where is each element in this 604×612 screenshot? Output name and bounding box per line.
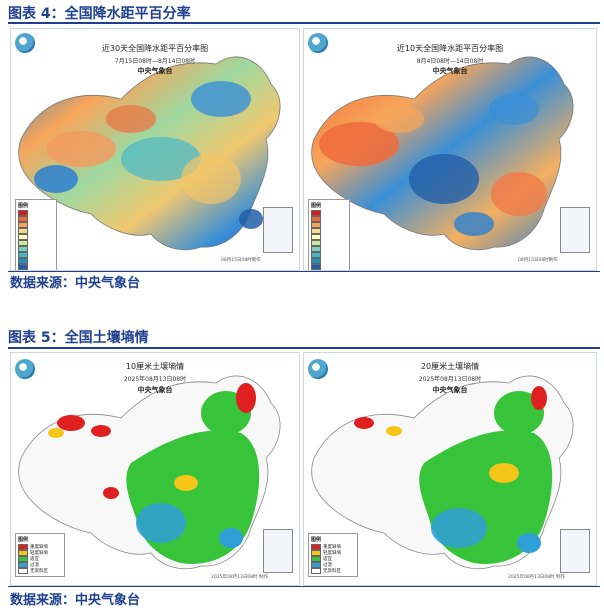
legend-item-label: 重度缺墒 [323,545,341,550]
south-china-sea-inset [560,207,590,253]
cma-logo [15,359,35,379]
map-title: 10厘米土壤墒情 [125,362,185,371]
precip-anomaly-10day-map: 近10天全国降水距平百分率图 8月4日08时—14日08时 中央气象台 图例 0… [303,28,597,271]
legend-swatch [18,234,54,240]
precip-anomaly-30day-map: 近30天全国降水距平百分率图 7月15日08时—8月14日08时 中央气象台 图… [10,28,300,271]
legend-title: 图例 [18,203,29,209]
cma-logo [308,359,328,379]
legend-swatch [18,264,54,270]
cma-logo [15,33,35,53]
legend-item: 轻度缺墒 [311,550,355,556]
legend-swatch [18,246,54,252]
legend-item-label: 适宜 [30,557,39,562]
legend-swatch [311,216,347,222]
legend-title: 图例 [18,537,29,543]
map-footnote: 2025年08月13日08时 制作 [211,575,269,580]
map-legend: 图例 [15,199,57,270]
figure-5-top-rule [8,347,600,349]
china-map-shape [311,56,574,251]
map-title: 近30天全国降水距平百分率图 [101,44,209,53]
map-legend: 图例 重度缺墒 轻度缺墒 适宜 过湿 无资料区 [15,533,65,577]
cma-logo [308,33,328,53]
map-footnote: 08月15日08时制作 [518,258,558,263]
legend-rows: 重度缺墒 轻度缺墒 适宜 过湿 无资料区 [18,544,62,574]
legend-title: 图例 [311,203,322,209]
legend-item: 适宜 [18,556,62,562]
legend-item-label: 轻度缺墒 [30,551,48,556]
legend-swatch [18,252,54,258]
map-subtitle: 7月15日08时—8月14日08时 [114,58,196,65]
legend-swatch [311,234,347,240]
south-china-sea-inset [263,207,293,253]
legend-swatch [311,222,347,228]
legend-swatch [311,264,347,270]
figure-5-source: 数据来源：中央气象台 [10,593,141,608]
legend-item-label: 重度缺墒 [30,545,48,550]
legend-item-label: 适宜 [323,557,332,562]
south-china-sea-inset [263,529,293,573]
map-footnote: 2025年08月13日08时 制作 [508,575,566,580]
legend-rows: 重度缺墒 轻度缺墒 适宜 过湿 无资料区 [311,544,355,574]
legend-item: 无资料区 [311,568,355,574]
figure-5-title: 图表 5：全国土壤墒情 [8,330,149,346]
legend-item: 过湿 [311,562,355,568]
legend-item: 无资料区 [18,568,62,574]
figure-4-bottom-rule [8,271,600,272]
legend-swatch [311,210,347,216]
map-legend: 图例 [308,199,350,270]
legend-swatches [18,210,54,270]
legend-swatch [18,222,54,228]
map-org: 中央气象台 [432,386,468,394]
legend-item-label: 轻度缺墒 [323,551,341,556]
figure-4-top-rule [8,22,600,24]
legend-item: 过湿 [18,562,62,568]
map-subtitle: 2025年08月13日08时 [123,376,187,383]
legend-swatch [311,228,347,234]
legend-item: 重度缺墒 [18,544,62,550]
figure-4-source: 数据来源：中央气象台 [10,276,141,291]
china-map-shape [18,375,281,570]
legend-item-label: 无资料区 [323,569,341,574]
legend-item-label: 无资料区 [30,569,48,574]
map-org: 中央气象台 [137,67,173,75]
legend-swatch [18,228,54,234]
map-footnote: 08月15日08时制作 [221,258,261,263]
legend-item: 重度缺墒 [311,544,355,550]
legend-item-label: 过湿 [30,563,39,568]
legend-item-label: 过湿 [323,563,332,568]
figure-5-bottom-rule [8,586,600,587]
map-subtitle: 2025年08月13日08时 [418,376,482,383]
map-title: 20厘米土壤墒情 [420,362,480,371]
soil-moisture-20cm-map: 20厘米土壤墒情 2025年08月13日08时 中央气象台 图例 重度缺墒 轻度缺… [303,352,597,586]
legend-swatch [311,258,347,264]
soil-moisture-10cm-map: 10厘米土壤墒情 2025年08月13日08时 中央气象台 图例 重度缺墒 轻度缺… [10,352,300,586]
china-map-shape [311,375,574,570]
legend-title: 图例 [311,537,322,543]
map-title: 近10天全国降水距平百分率图 [396,44,504,53]
legend-swatch [311,252,347,258]
legend-swatch [18,216,54,222]
legend-item: 轻度缺墒 [18,550,62,556]
figure-4-title: 图表 4：全国降水距平百分率 [8,6,191,22]
map-org: 中央气象台 [137,386,173,394]
legend-swatch [18,258,54,264]
legend-swatches [311,210,347,270]
legend-swatch [311,246,347,252]
legend-swatch [311,240,347,246]
legend-swatch [18,240,54,246]
map-legend: 图例 重度缺墒 轻度缺墒 适宜 过湿 无资料区 [308,533,358,577]
legend-swatch [18,210,54,216]
map-subtitle: 8月4日08时—14日08时 [416,58,484,65]
china-map-shape [18,56,281,251]
map-org: 中央气象台 [432,67,468,75]
south-china-sea-inset [560,529,590,573]
legend-item: 适宜 [311,556,355,562]
